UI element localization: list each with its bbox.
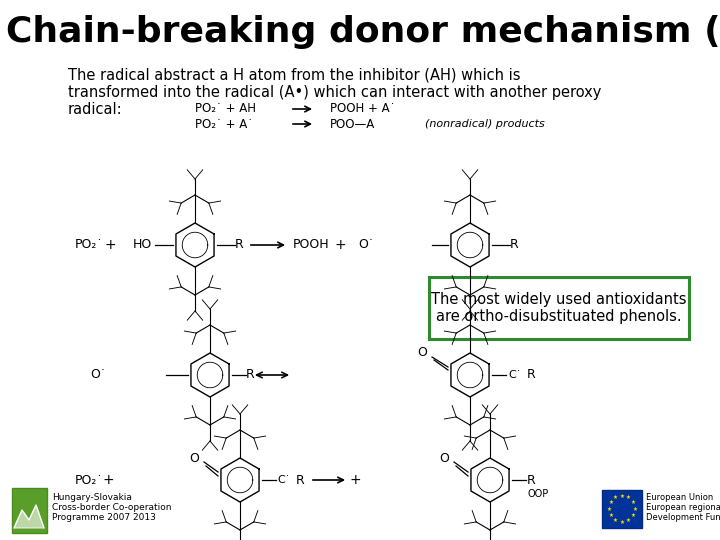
Text: O˙: O˙: [358, 239, 374, 252]
Text: PO₂˙: PO₂˙: [75, 474, 104, 487]
Bar: [12, 488, 47, 533]
Text: European regional: European regional: [646, 503, 720, 511]
Text: The radical abstract a H atom from the inhibitor (AH) which is: The radical abstract a H atom from the i…: [68, 68, 521, 83]
Text: (nonradical) products: (nonradical) products: [425, 119, 545, 129]
Text: O: O: [417, 347, 427, 360]
Text: OOP: OOP: [527, 489, 548, 499]
Text: ★: ★: [626, 518, 631, 523]
Text: European Union: European Union: [646, 492, 714, 502]
Text: Chain-breaking donor mechanism (CB-D): Chain-breaking donor mechanism (CB-D): [6, 15, 720, 49]
Text: Cross-border Co-operation: Cross-border Co-operation: [52, 503, 171, 511]
Text: R: R: [510, 239, 518, 252]
Text: R: R: [296, 474, 305, 487]
Text: O˙: O˙: [90, 368, 106, 381]
Text: R: R: [235, 239, 243, 252]
Text: PO₂˙ + AH: PO₂˙ + AH: [195, 103, 256, 116]
Text: +: +: [102, 473, 114, 487]
Polygon shape: [14, 505, 44, 528]
FancyBboxPatch shape: [429, 277, 689, 339]
Text: R: R: [527, 368, 536, 381]
Text: ★: ★: [631, 500, 636, 505]
Text: PO₂˙: PO₂˙: [75, 239, 104, 252]
Text: ★: ★: [613, 495, 618, 500]
Text: +: +: [349, 473, 361, 487]
Text: Hungary-Slovakia: Hungary-Slovakia: [52, 492, 132, 502]
Text: ★: ★: [608, 513, 613, 518]
Text: Development Fund: Development Fund: [646, 512, 720, 522]
Text: ★: ★: [608, 500, 613, 505]
Text: POOH + A˙: POOH + A˙: [330, 103, 395, 116]
Text: PO₂˙ + A˙: PO₂˙ + A˙: [195, 118, 253, 131]
Text: ★: ★: [606, 507, 611, 511]
Text: R: R: [246, 368, 254, 381]
Text: ★: ★: [626, 495, 631, 500]
Text: +: +: [334, 238, 346, 252]
Text: transformed into the radical (A•) which can interact with another peroxy: transformed into the radical (A•) which …: [68, 84, 601, 99]
Bar: [602, 490, 642, 528]
Text: R: R: [527, 474, 536, 487]
Text: ★: ★: [633, 507, 637, 511]
Text: ★: ★: [620, 494, 624, 498]
Text: C˙: C˙: [277, 475, 290, 485]
Text: +: +: [104, 238, 116, 252]
Text: POOH: POOH: [293, 239, 330, 252]
Text: ★: ★: [620, 519, 624, 524]
Text: O: O: [439, 451, 449, 464]
Text: POO—A: POO—A: [330, 118, 375, 131]
Text: The most widely used antioxidants
are ortho-disubstituated phenols.: The most widely used antioxidants are or…: [431, 292, 687, 324]
Text: O: O: [189, 451, 199, 464]
Text: Programme 2007 2013: Programme 2007 2013: [52, 512, 156, 522]
Text: ★: ★: [613, 518, 618, 523]
Text: radical:: radical:: [68, 102, 122, 117]
Text: ★: ★: [631, 513, 636, 518]
Text: C˙: C˙: [508, 370, 521, 380]
Text: HO: HO: [133, 239, 152, 252]
